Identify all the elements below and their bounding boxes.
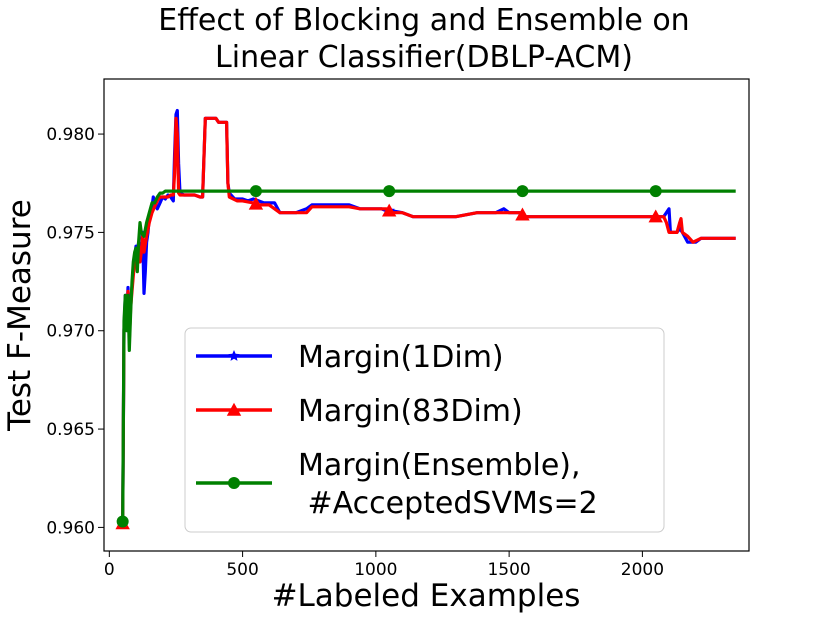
y-tick-label: 0.980 (46, 125, 95, 145)
x-axis-ticks: 0 500 1000 1500 2000 (104, 551, 664, 580)
y-tick-label: 0.965 (46, 420, 95, 440)
legend-box (184, 327, 665, 533)
series-line (121, 116, 736, 524)
legend: Margin(1Dim) Margin(83Dim) Margin(Ensemble… (184, 327, 665, 533)
circle-marker (249, 185, 262, 198)
x-axis-label: #Labeled Examples (272, 578, 581, 614)
chart-title-line-2: Linear Classifier(DBLP-ACM) (215, 40, 633, 75)
legend-label: Margin(Ensemble), (298, 448, 581, 483)
x-tick-label: 2000 (621, 560, 664, 580)
triangle-marker (226, 402, 242, 416)
legend-entry-2: Margin(83Dim) (196, 394, 523, 429)
circle-marker (228, 477, 240, 489)
circle-marker (383, 185, 396, 198)
y-axis-label: Test F-Measure (2, 199, 38, 432)
circle-marker (516, 185, 529, 198)
triangle-marker (515, 207, 530, 221)
triangle-marker (381, 203, 397, 217)
legend-label: #AcceptedSVMs=2 (298, 486, 598, 521)
x-tick-label: 0 (104, 560, 115, 580)
circle-marker (649, 185, 662, 198)
star-marker (228, 350, 240, 361)
x-tick-label: 1000 (354, 560, 397, 580)
y-tick-label: 0.960 (46, 518, 95, 538)
triangle-marker (248, 196, 264, 210)
series-line (121, 189, 736, 522)
legend-label: Margin(83Dim) (298, 394, 523, 429)
x-tick-label: 1500 (487, 560, 530, 580)
y-tick-label: 0.970 (46, 322, 95, 342)
series-3 (116, 185, 736, 528)
circle-marker (116, 515, 129, 528)
chart-title-line-1: Effect of Blocking and Ensemble on (158, 3, 689, 38)
legend-label: Margin(1Dim) (298, 340, 504, 375)
triangle-marker (648, 209, 663, 223)
x-tick-label: 500 (226, 560, 258, 580)
y-axis-ticks: 0.960 0.965 0.970 0.975 0.980 (46, 125, 104, 538)
legend-entry-1: Margin(1Dim) (196, 340, 504, 375)
series-layer (115, 108, 736, 530)
legend-entries: Margin(1Dim) Margin(83Dim) Margin(Ensemble… (196, 340, 598, 521)
plot-area (103, 78, 750, 552)
y-tick-label: 0.975 (46, 223, 95, 243)
legend-entry-3: Margin(Ensemble), #AcceptedSVMs=2 (196, 448, 598, 521)
